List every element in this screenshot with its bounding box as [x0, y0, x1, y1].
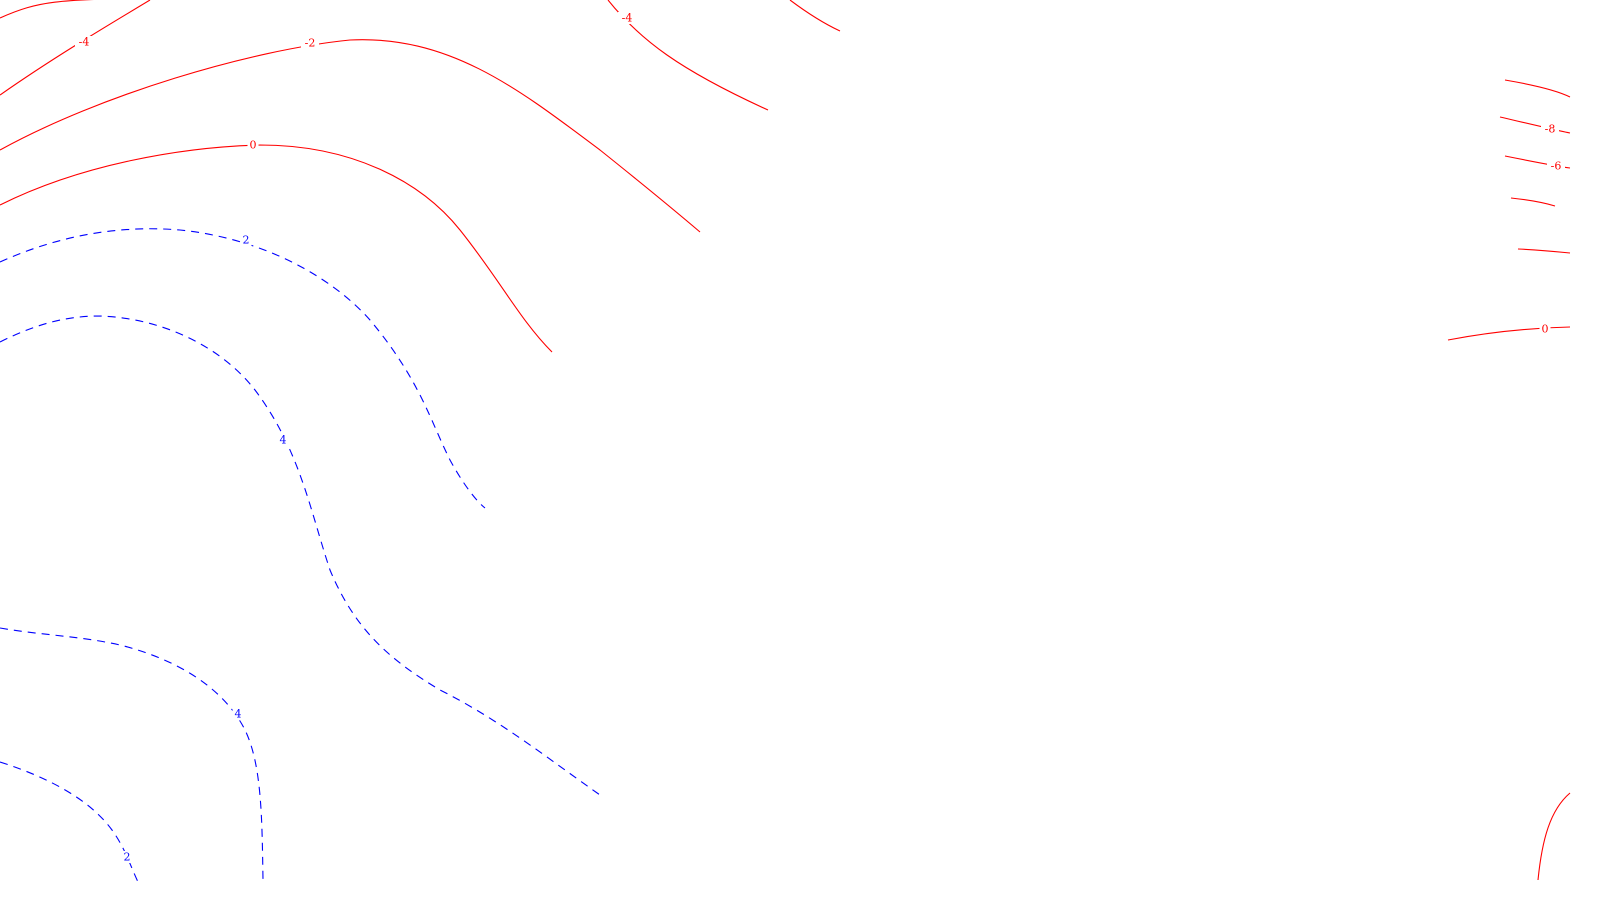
contour-labels: -4 -2 0 -4 -8 -6 0 2 4 4 2 — [75, 12, 1565, 864]
contour-line-right-bottom — [1537, 792, 1571, 881]
contour-label-neg2-left: -2 — [305, 37, 316, 50]
contour-label-neg6-right: -6 — [1551, 160, 1562, 173]
contour-label-bg-pos4-upper — [277, 434, 289, 446]
contour-label-pos2-lower: 2 — [124, 851, 131, 864]
contour-label-bg-pos2-lower — [121, 851, 133, 863]
contour-label-bg-neg8-right — [1541, 123, 1559, 135]
contour-label-bg-zero-right — [1539, 323, 1551, 335]
contour-label-zero-right: 0 — [1542, 323, 1549, 336]
contour-label-bg-neg6-right — [1547, 160, 1565, 172]
contour-line-zero-right — [1447, 326, 1571, 341]
contour-label-bg-neg4-left — [75, 36, 93, 48]
contour-line-neg6-right — [1504, 155, 1571, 169]
contour-label-bg-zero-left — [247, 139, 259, 151]
contour-label-bg-pos4-lower — [232, 708, 244, 720]
contour-line-right-b — [1510, 197, 1556, 207]
contour-label-pos4-upper: 4 — [280, 434, 287, 447]
contour-label-neg4-left: -4 — [79, 36, 90, 49]
contour-line-neg8-right — [1499, 116, 1571, 134]
contour-line-pos2-lower — [0, 761, 139, 883]
contour-label-zero-left: 0 — [250, 139, 257, 152]
contour-label-neg4-top: -4 — [622, 12, 633, 25]
contour-line-pos4-lower — [0, 627, 264, 881]
contour-label-bg-pos2-upper — [240, 234, 252, 246]
contour-line-neg4-top-b — [789, 0, 841, 32]
contour-line-zero-left — [0, 144, 553, 353]
contour-label-pos4-lower: 4 — [235, 708, 242, 721]
contour-line-neg2-left — [0, 39, 701, 233]
contour-label-bg-neg2-left — [301, 37, 319, 49]
contour-label-pos2-upper: 2 — [243, 234, 250, 247]
contour-label-bg-neg4-top — [618, 12, 636, 24]
contour-line-pos2-upper — [0, 228, 486, 509]
contour-label-neg8-right: -8 — [1545, 123, 1556, 136]
contour-line-pos4-upper — [0, 315, 601, 796]
contour-line-right-c — [1517, 248, 1571, 254]
contour-line-right-a — [1504, 79, 1571, 98]
